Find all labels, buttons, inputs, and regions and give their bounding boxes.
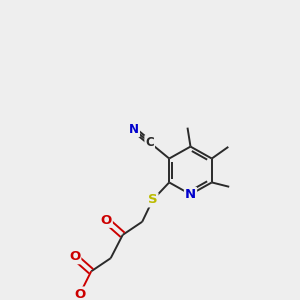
Text: O: O (100, 214, 112, 227)
Text: O: O (74, 287, 85, 300)
Text: N: N (185, 188, 196, 201)
Text: O: O (69, 250, 80, 263)
Text: N: N (129, 123, 139, 136)
Text: S: S (148, 194, 158, 206)
Text: C: C (145, 136, 154, 149)
